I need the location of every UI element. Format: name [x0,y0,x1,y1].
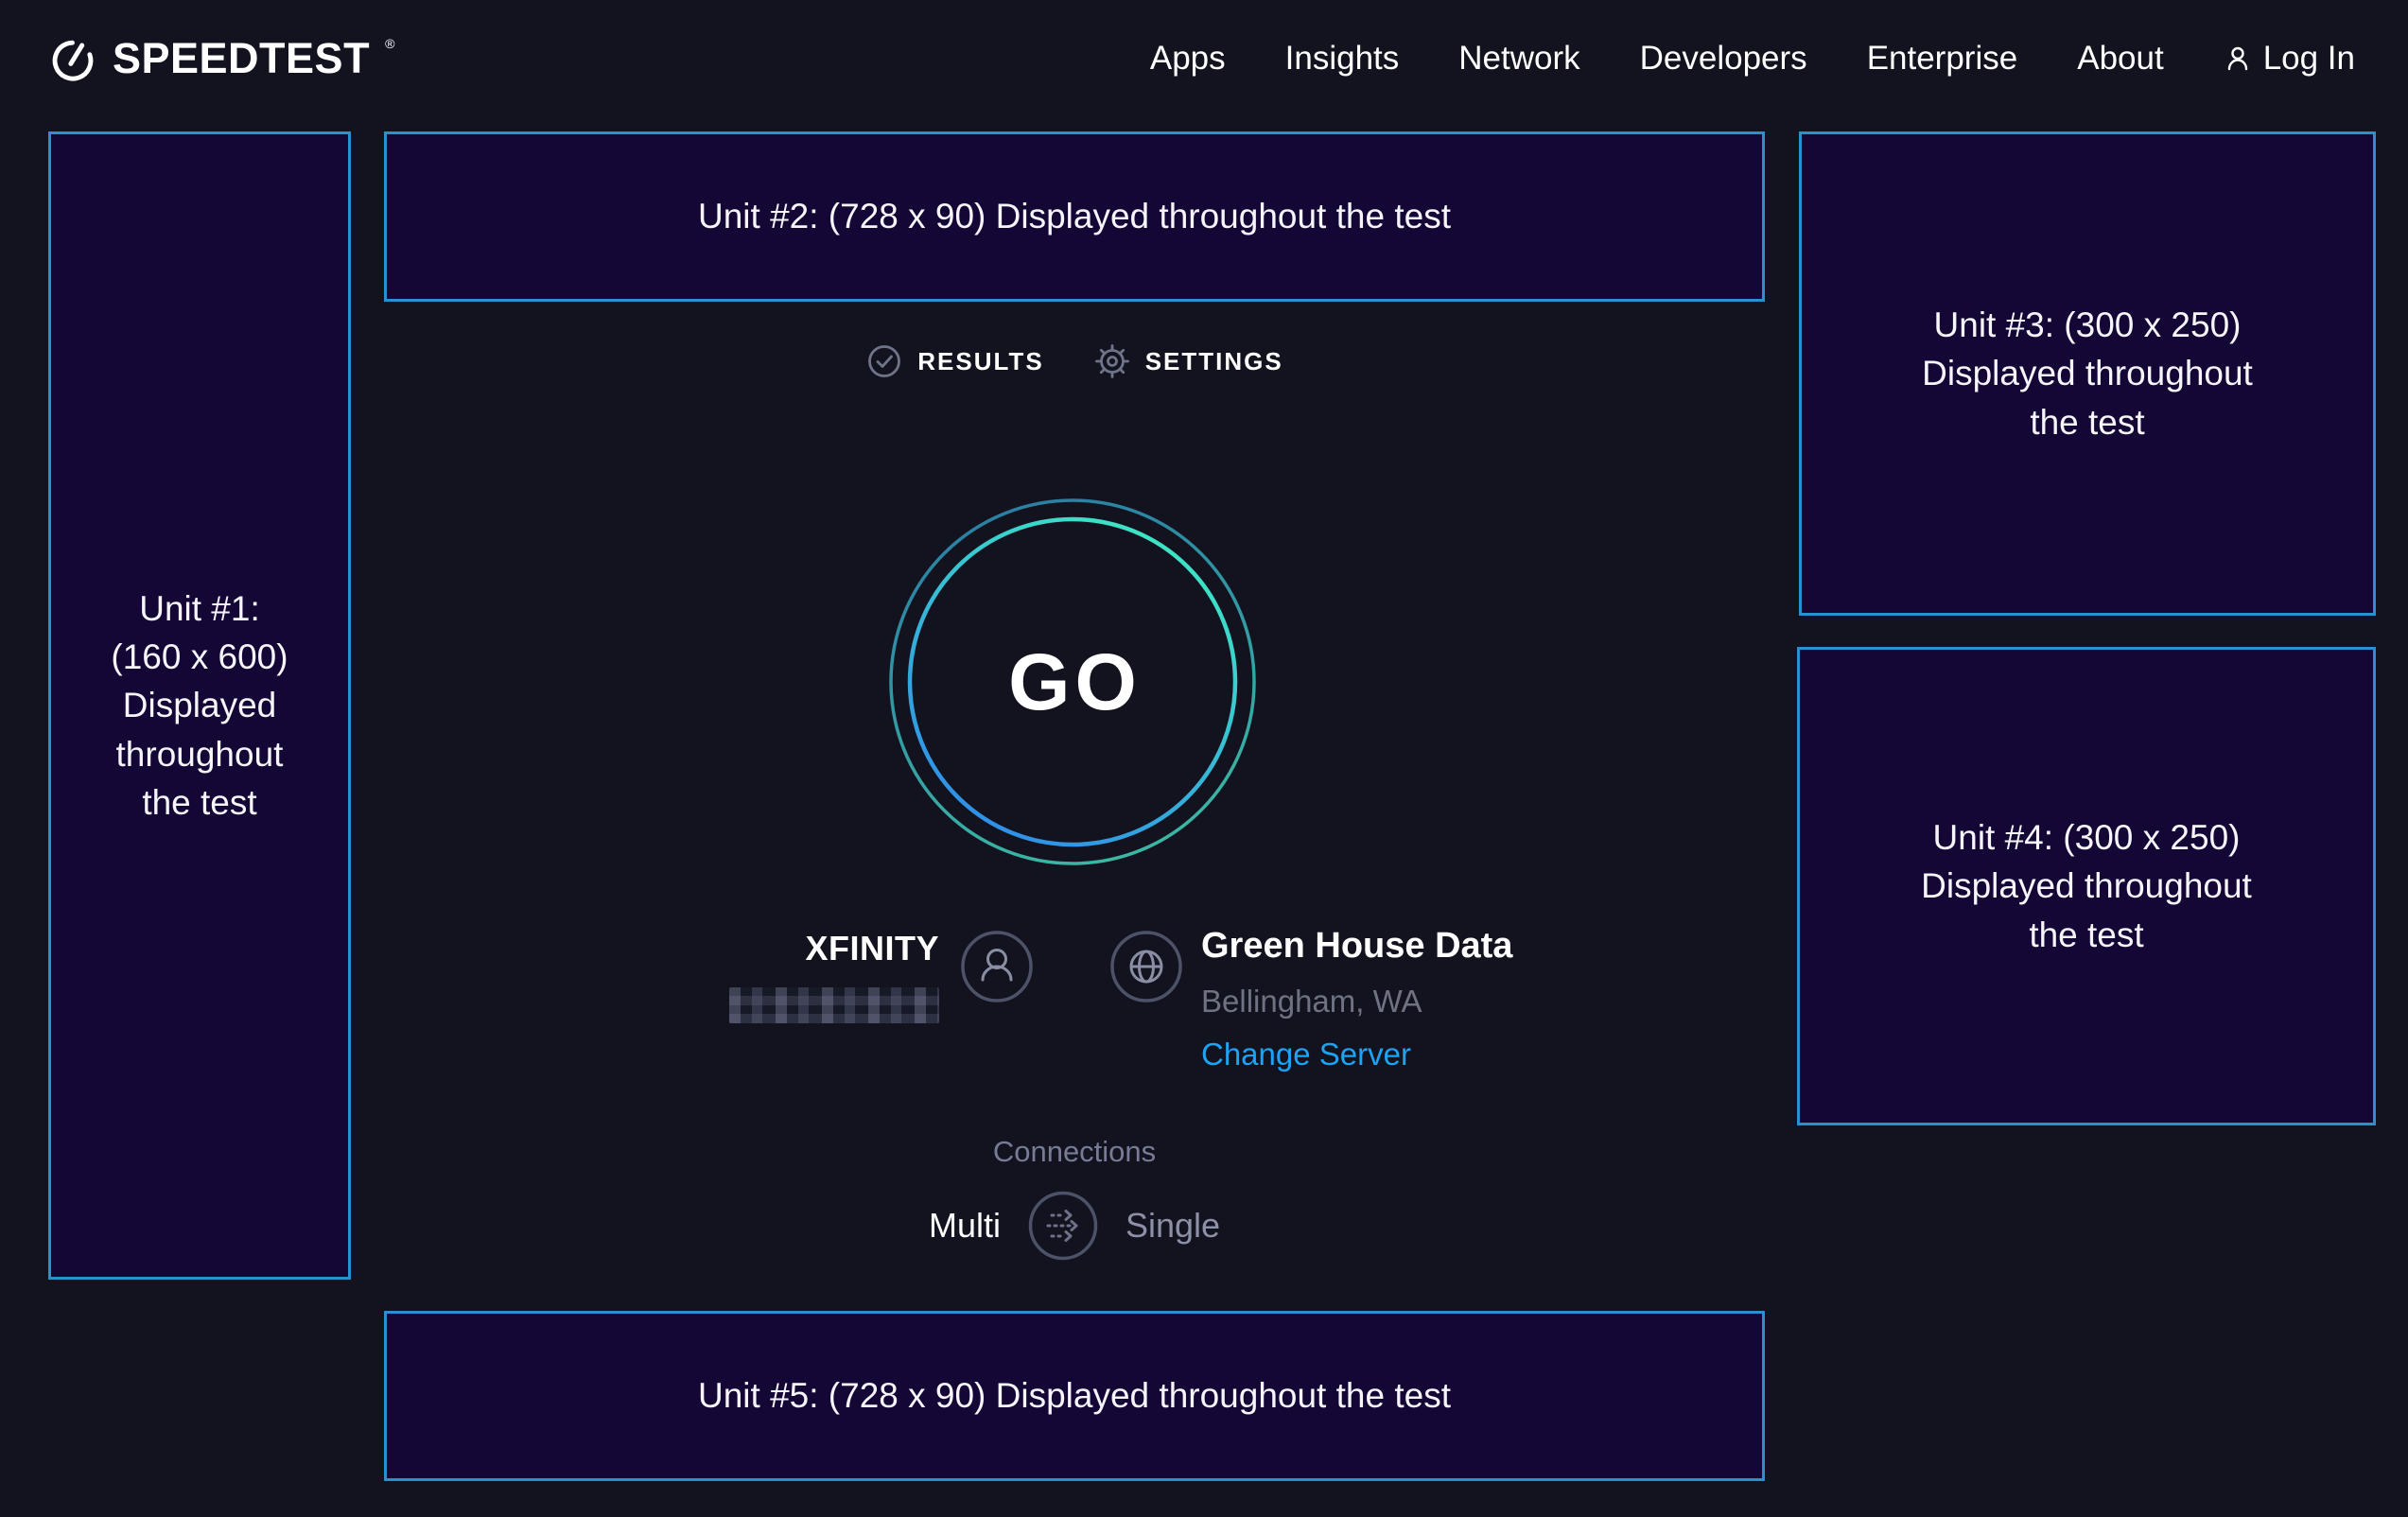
change-server-link[interactable]: Change Server [1201,1037,1411,1072]
logo-text: SPEEDTEST [113,34,371,82]
connections-single-label[interactable]: Single [1125,1206,1221,1245]
nav-item-enterprise[interactable]: Enterprise [1866,40,2018,77]
connections-multi-label[interactable]: Multi [928,1206,1001,1245]
go-ring [888,497,1257,866]
nav-item-insights[interactable]: Insights [1284,40,1400,77]
connections-section: Connections Multi Single [384,1135,1765,1262]
globe-icon [1109,930,1183,1003]
speedometer-icon [48,34,97,83]
trademark-symbol: ® [385,36,395,51]
connections-title: Connections [992,1135,1157,1168]
check-circle-icon [865,342,903,380]
tab-results-label: RESULTS [917,346,1044,375]
ad-unit-5-text: Unit #5: (728 x 90) Displayed throughout… [698,1376,1451,1416]
ad-unit-1[interactable]: Unit #1: (160 x 600) Displayed throughou… [48,131,351,1280]
tab-settings-label: SETTINGS [1144,346,1283,375]
tab-settings[interactable]: SETTINGS [1093,342,1283,380]
nav-item-apps[interactable]: Apps [1149,40,1226,77]
server-location: Bellingham, WA [1201,984,1422,1019]
login-button[interactable]: Log In [2224,40,2355,78]
isp-name: XFINITY [805,929,939,968]
results-settings-tabs: RESULTS SETTINGS [384,342,1765,380]
server-block: Green House Data Bellingham, WA Change S… [1201,923,1512,1072]
go-button-label: GO [1008,636,1142,726]
host-server-row: XFINITY Green House Data Bellingham, WA … [384,923,1765,1084]
user-icon [2224,44,2252,74]
ad-unit-4[interactable]: Unit #4: (300 x 250) Displayed throughou… [1797,647,2376,1125]
top-nav-bar: SPEEDTEST ® Apps Insights Network Develo… [0,0,2408,117]
isp-block: XFINITY [637,929,939,1023]
nav-menu: Apps Insights Network Developers Enterpr… [1150,40,2355,78]
nav-item-developers[interactable]: Developers [1639,40,1807,77]
speedtest-logo[interactable]: SPEEDTEST ® [48,34,394,83]
ad-unit-2[interactable]: Unit #2: (728 x 90) Displayed throughout… [384,131,1765,302]
ad-unit-5[interactable]: Unit #5: (728 x 90) Displayed throughout… [384,1311,1765,1481]
go-button[interactable]: GO [888,497,1257,866]
nav-item-about[interactable]: About [2077,40,2164,77]
server-name: Green House Data [1201,926,1513,966]
ad-unit-4-text: Unit #4: (300 x 250) Displayed throughou… [1921,818,2252,954]
ad-unit-2-text: Unit #2: (728 x 90) Displayed throughout… [698,197,1451,236]
connections-toggle[interactable] [1027,1190,1099,1262]
redacted-ip [729,987,939,1023]
tab-results[interactable]: RESULTS [865,342,1043,380]
login-label: Log In [2262,40,2355,77]
gear-icon [1093,342,1131,380]
connections-toggle-row: Multi Single [384,1190,1765,1262]
ad-unit-3[interactable]: Unit #3: (300 x 250) Displayed throughou… [1799,131,2376,616]
nav-item-network[interactable]: Network [1458,40,1580,77]
ad-unit-1-text: Unit #1: (160 x 600) Displayed throughou… [111,589,288,822]
isp-user-badge-icon [960,930,1034,1003]
ad-unit-3-text: Unit #3: (300 x 250) Displayed throughou… [1922,305,2253,442]
